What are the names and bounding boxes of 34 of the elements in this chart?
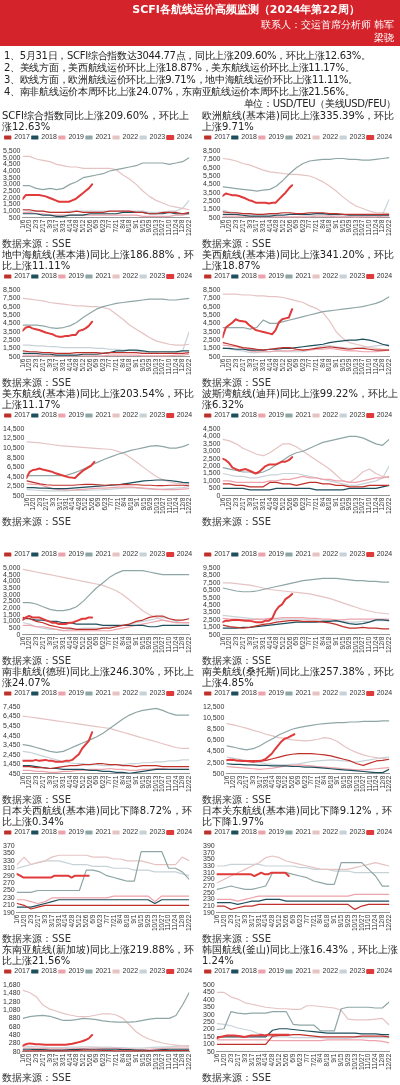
source-note: 数据来源：SSE bbox=[1, 933, 71, 944]
chart-title: 地中海航线(基本港)同比上涨186.88%，环比上涨11.11% bbox=[1, 249, 196, 271]
chart-title: 美东航线(基本港)同比上涨203.54%，环比上涨11.17% bbox=[1, 388, 196, 410]
text: 3、欧线方面，欧洲航线运价环比上涨9.71%，地中海航线运价环比上涨11.11%。 bbox=[4, 74, 359, 86]
source-note: 数据来源：SSE bbox=[201, 1072, 272, 1083]
chart-title: 欧洲航线(基本港)同比上涨335.39%，环比上涨9.71% bbox=[201, 110, 396, 132]
source-note: 数据来源：SSE bbox=[1, 655, 72, 666]
text: 联系人：交运首席分析师 韩军 bbox=[260, 19, 394, 31]
text: 4、南非航线运价本周环比上涨24.07%，东南亚航线运价本周环比上涨21.56%。 bbox=[4, 86, 356, 98]
text: 1、5月31日，SCFI综合指数达3044.77点，同比上涨209.60%，环比上涨12.63%。 bbox=[4, 50, 372, 62]
source-note: 数据来源：SSE bbox=[201, 933, 272, 944]
source-note: 数据来源：SSE bbox=[201, 655, 272, 666]
source-note: 数据来源：SSE bbox=[1, 516, 72, 527]
chart-title: 日本关西航线(基本港)同比下降8.72%，环比上涨0.34% bbox=[1, 805, 193, 827]
chart-title: 南非航线(德班)同比上涨246.30%，环比上涨24.07% bbox=[1, 666, 196, 688]
source-note: 数据来源：SSE bbox=[201, 794, 272, 805]
source-note: 数据来源：SSE bbox=[201, 516, 272, 527]
text: 2、美线方面，美西航线运价环比上涨18.87%，美东航线运价环比上涨11.17%。 bbox=[4, 62, 356, 74]
chart-title: 南美航线(桑托斯)同比上涨257.38%，环比上涨4.85% bbox=[201, 666, 396, 688]
source-note: 数据来源：SSE bbox=[201, 377, 272, 388]
source-note: 数据来源：SSE bbox=[201, 238, 272, 249]
text: SCFI各航线运价高频监测（2024年第22周） bbox=[131, 3, 361, 17]
chart-title: 日本关东航线(基本港)同比下降9.12%，环比下降1.97% bbox=[201, 805, 393, 827]
chart-title: 波斯湾航线(迪拜)同比上涨99.22%，环比上涨6.32% bbox=[201, 388, 399, 410]
source-note: 数据来源：SSE bbox=[1, 377, 72, 388]
chart-title: 美西航线(基本港)同比上涨341.20%，环比上涨18.87% bbox=[201, 249, 396, 271]
chart-title: 韩国航线(釜山)同比上涨16.43%，环比上涨1.24% bbox=[201, 944, 399, 966]
source-note: 数据来源：SSE bbox=[1, 1072, 72, 1083]
chart-title: 东南亚航线(新加坡)同比上涨219.88%，环比上涨21.56% bbox=[1, 944, 196, 966]
source-note: 数据来源：SSE bbox=[1, 794, 72, 805]
source-note: 数据来源：SSE bbox=[1, 238, 72, 249]
text: 单位：USD/TEU（美线USD/FEU） bbox=[242, 98, 396, 110]
chart-title: SCFI综合指数同比上涨209.60%，环比上涨12.63% bbox=[1, 110, 190, 132]
text: 梁骁 bbox=[374, 32, 394, 44]
